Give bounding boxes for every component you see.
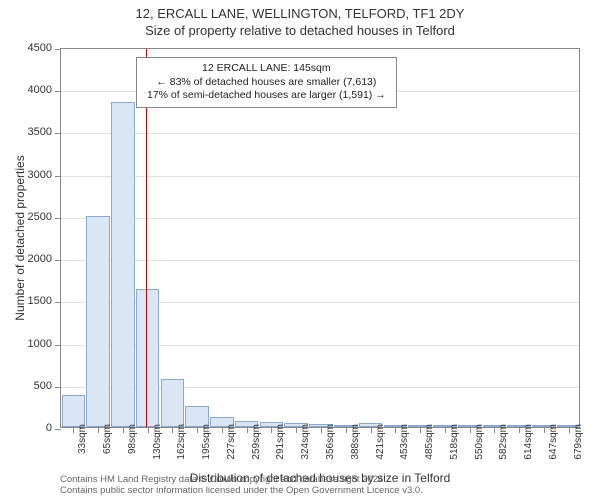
- x-tick-label: 195sqm: [201, 424, 212, 460]
- y-tick-label: 2000: [0, 253, 52, 265]
- x-tick: [222, 427, 223, 433]
- x-tick: [123, 427, 124, 433]
- chart-footer: Contains HM Land Registry data © Crown c…: [60, 474, 423, 496]
- x-tick-label: 259sqm: [251, 424, 262, 460]
- footer-line-1: Contains HM Land Registry data © Crown c…: [60, 474, 423, 485]
- footer-line-2: Contains public sector information licen…: [60, 485, 423, 496]
- histogram-bar: [111, 102, 135, 427]
- x-tick-label: 647sqm: [548, 424, 559, 460]
- x-tick: [395, 427, 396, 433]
- y-tick: [55, 302, 61, 303]
- x-tick-label: 679sqm: [573, 424, 584, 460]
- x-tick-label: 388sqm: [350, 424, 361, 460]
- y-tick-label: 3500: [0, 126, 52, 138]
- histogram-bar: [86, 216, 110, 427]
- x-tick-label: 550sqm: [474, 424, 485, 460]
- y-tick-label: 1500: [0, 295, 52, 307]
- x-tick: [445, 427, 446, 433]
- x-tick-label: 453sqm: [399, 424, 410, 460]
- annotation-line: 12 ERCALL LANE: 145sqm: [147, 62, 386, 76]
- y-tick-label: 3000: [0, 169, 52, 181]
- y-tick-label: 4000: [0, 84, 52, 96]
- histogram-bar: [136, 289, 160, 427]
- x-tick-label: 421sqm: [375, 424, 386, 460]
- x-tick-label: 65sqm: [102, 424, 113, 454]
- y-tick: [55, 429, 61, 430]
- x-tick: [371, 427, 372, 433]
- x-tick: [98, 427, 99, 433]
- x-tick-label: 98sqm: [127, 424, 138, 454]
- annotation-line: ← 83% of detached houses are smaller (7,…: [147, 76, 386, 90]
- x-tick: [271, 427, 272, 433]
- x-tick: [494, 427, 495, 433]
- chart-plot-area: Number of detached properties Distributi…: [60, 48, 580, 428]
- x-tick: [346, 427, 347, 433]
- x-tick: [296, 427, 297, 433]
- annotation-box: 12 ERCALL LANE: 145sqm← 83% of detached …: [136, 57, 397, 108]
- gridline-h: [61, 218, 579, 219]
- x-tick: [247, 427, 248, 433]
- x-tick-label: 582sqm: [498, 424, 509, 460]
- x-tick: [73, 427, 74, 433]
- x-tick-label: 130sqm: [152, 424, 163, 460]
- y-tick: [55, 49, 61, 50]
- gridline-h: [61, 176, 579, 177]
- y-tick: [55, 218, 61, 219]
- y-tick: [55, 176, 61, 177]
- y-tick-label: 1000: [0, 338, 52, 350]
- y-tick: [55, 387, 61, 388]
- histogram-bar: [62, 395, 86, 427]
- x-tick-label: 291sqm: [275, 424, 286, 460]
- x-tick-label: 518sqm: [449, 424, 460, 460]
- x-tick: [544, 427, 545, 433]
- y-tick: [55, 91, 61, 92]
- chart-title-sub: Size of property relative to detached ho…: [0, 21, 600, 38]
- histogram-bar: [161, 379, 185, 427]
- x-tick: [172, 427, 173, 433]
- x-tick-label: 162sqm: [176, 424, 187, 460]
- x-tick-label: 33sqm: [77, 424, 88, 454]
- x-tick: [321, 427, 322, 433]
- x-tick-label: 485sqm: [424, 424, 435, 460]
- y-tick-label: 500: [0, 380, 52, 392]
- x-tick: [569, 427, 570, 433]
- x-tick: [148, 427, 149, 433]
- y-tick-label: 0: [0, 422, 52, 434]
- annotation-line: 17% of semi-detached houses are larger (…: [147, 89, 386, 103]
- x-tick: [197, 427, 198, 433]
- x-tick-label: 614sqm: [523, 424, 534, 460]
- x-tick-label: 227sqm: [226, 424, 237, 460]
- gridline-h: [61, 133, 579, 134]
- chart-title-main: 12, ERCALL LANE, WELLINGTON, TELFORD, TF…: [0, 0, 600, 21]
- y-tick-label: 4500: [0, 42, 52, 54]
- y-tick: [55, 260, 61, 261]
- y-tick-label: 2500: [0, 211, 52, 223]
- y-tick: [55, 345, 61, 346]
- x-tick: [470, 427, 471, 433]
- gridline-h: [61, 260, 579, 261]
- x-tick: [519, 427, 520, 433]
- x-tick: [420, 427, 421, 433]
- x-tick-label: 324sqm: [300, 424, 311, 460]
- x-tick-label: 356sqm: [325, 424, 336, 460]
- y-tick: [55, 133, 61, 134]
